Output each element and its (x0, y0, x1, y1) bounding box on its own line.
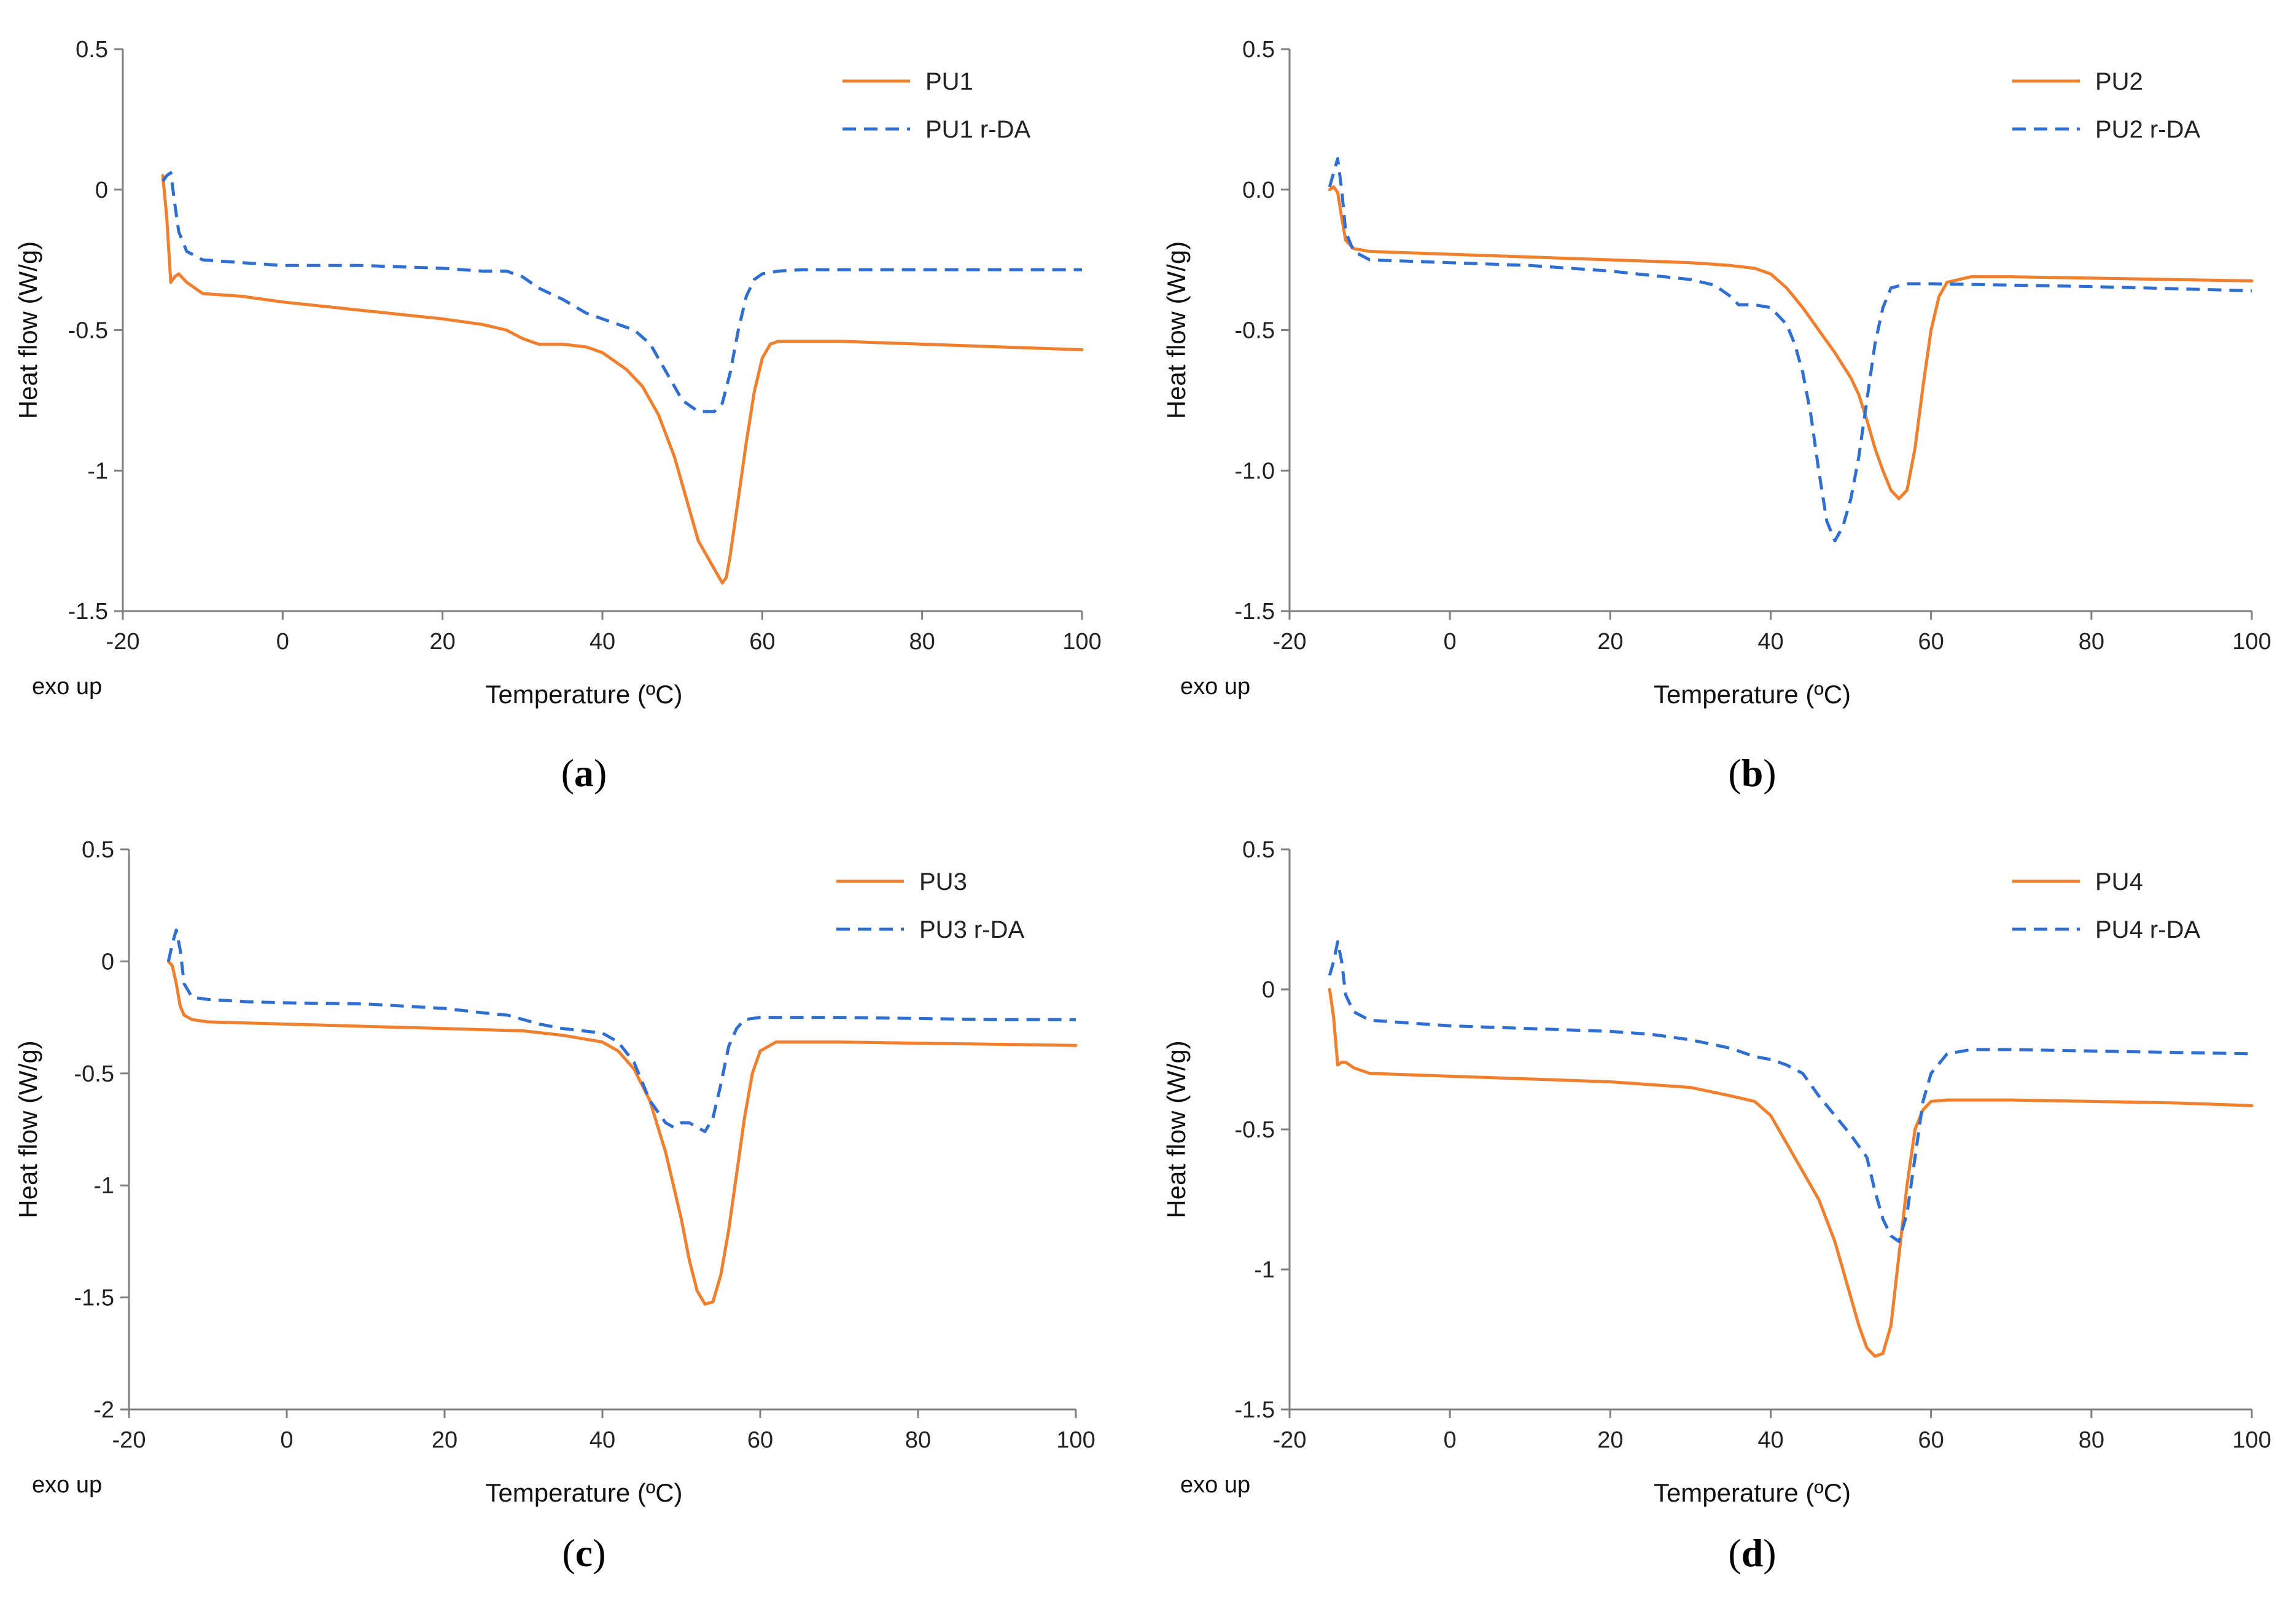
y-tick-label: -1.5 (68, 599, 108, 625)
x-tick-label: 100 (2232, 629, 2271, 655)
exo-up-label: exo up (32, 674, 102, 700)
y-axis-title: Heat flow (W/g) (14, 241, 42, 419)
series-line-pu3 (166, 959, 1078, 1306)
series-line-pu1 (161, 174, 1084, 585)
x-tick-label: 100 (2232, 1427, 2271, 1453)
caption-close: ) (593, 1531, 605, 1575)
caption-open: ( (562, 1531, 575, 1575)
x-tick-label: 60 (1918, 629, 1944, 655)
legend-label: PU3 (919, 868, 967, 895)
x-tick-label: 20 (1597, 629, 1623, 655)
y-tick-label: 0.0 (1242, 177, 1275, 203)
panel-caption: (b) (1728, 751, 1776, 795)
x-tick-label: -20 (1273, 629, 1307, 655)
y-tick-label: 0.5 (76, 37, 108, 63)
x-axis-title: Temperature (ºC) (485, 680, 682, 709)
y-tick-label: -0.5 (68, 318, 108, 344)
y-tick-label: -2 (93, 1397, 114, 1423)
caption-open: ( (1728, 751, 1741, 795)
series-line-pu4 (1328, 988, 2254, 1358)
x-tick-label: -20 (112, 1427, 146, 1453)
exo-up-label: exo up (32, 1472, 102, 1498)
legend-label: PU3 r-DA (919, 916, 1024, 943)
x-tick-label: 40 (590, 1427, 615, 1453)
caption-letter: a (574, 751, 594, 795)
x-tick-label: 20 (432, 1427, 457, 1453)
caption-close: ) (594, 751, 607, 795)
series-line-pu2-r-da (1328, 157, 2252, 543)
caption-close: ) (1763, 1531, 1776, 1575)
caption-open: ( (1728, 1531, 1741, 1575)
panel-caption: (a) (561, 751, 607, 795)
x-tick-label: 60 (1918, 1427, 1944, 1453)
y-tick-label: -1.5 (74, 1285, 114, 1311)
x-tick-label: 20 (430, 629, 456, 655)
x-tick-label: 40 (1757, 629, 1783, 655)
x-axis-title: Temperature (ºC) (1654, 1478, 1851, 1507)
y-tick-label: -0.5 (1235, 318, 1275, 344)
y-tick-label: -1 (1254, 1257, 1275, 1283)
y-tick-label: 0.5 (1242, 37, 1275, 63)
x-tick-label: 0 (1444, 629, 1457, 655)
x-tick-label: 20 (1597, 1427, 1623, 1453)
x-tick-label: 80 (2079, 629, 2104, 655)
x-tick-label: 40 (590, 629, 615, 655)
caption-letter: c (575, 1531, 593, 1575)
series-line-pu1-r-da (161, 171, 1082, 413)
exo-up-label: exo up (1180, 674, 1250, 700)
x-tick-label: 60 (749, 629, 775, 655)
series-line-pu3-r-da (166, 928, 1076, 1134)
caption-letter: d (1741, 1531, 1764, 1575)
y-tick-label: -1.5 (1235, 1397, 1275, 1423)
y-tick-label: 0 (101, 949, 114, 975)
y-tick-label: 0.5 (1242, 837, 1275, 863)
caption-close: ) (1763, 751, 1776, 795)
legend-label: PU2 (2095, 68, 2143, 95)
y-tick-label: 0 (1262, 977, 1275, 1003)
x-axis-title: Temperature (ºC) (1654, 680, 1851, 709)
caption-letter: b (1741, 751, 1764, 795)
x-tick-label: 0 (1444, 1427, 1457, 1453)
x-tick-label: 80 (905, 1427, 931, 1453)
series-line-pu2 (1328, 185, 2254, 501)
legend-label: PU4 r-DA (2095, 916, 2200, 943)
y-tick-label: -1.5 (1235, 599, 1275, 625)
legend-label: PU1 r-DA (925, 116, 1030, 143)
y-tick-label: 0.5 (82, 837, 114, 863)
y-tick-label: -1.0 (1235, 458, 1275, 484)
x-tick-label: 0 (276, 629, 289, 655)
panel-caption: (c) (562, 1531, 605, 1575)
y-tick-label: -1 (87, 458, 108, 484)
series-line-pu4-r-da (1328, 940, 2252, 1243)
chart-panel-c: 0.5 0 -0.5 -1 -1.5 -2 -20 0 20 40 60 80 100 Temperatu… (14, 837, 1095, 1575)
x-tick-label: -20 (106, 629, 140, 655)
chart-panel-a: 0.5 0 -0.5 -1 -1.5 -20 0 20 40 60 80 100 Temperature… (14, 37, 1102, 795)
legend-label: PU1 (925, 68, 973, 95)
x-tick-label: 40 (1757, 1427, 1783, 1453)
x-tick-label: 0 (280, 1427, 293, 1453)
y-axis-title: Heat flow (W/g) (14, 1040, 42, 1218)
y-axis-title: Heat flow (W/g) (1162, 1040, 1191, 1218)
x-tick-label: -20 (1273, 1427, 1307, 1453)
caption-open: ( (561, 751, 574, 795)
exo-up-label: exo up (1180, 1472, 1250, 1498)
chart-panel-d: 0.5 0 -0.5 -1 -1.5 -20 0 20 40 60 80 100 Temperature… (1162, 837, 2271, 1575)
y-axis-title: Heat flow (W/g) (1162, 241, 1191, 419)
x-tick-label: 100 (1056, 1427, 1095, 1453)
x-tick-label: 60 (747, 1427, 773, 1453)
panel-caption: (d) (1728, 1531, 1776, 1575)
chart-panel-b: 0.5 0.0 -0.5 -1.0 -1.5 -20 0 20 40 60 80 100 Tempera… (1162, 37, 2271, 795)
x-tick-label: 80 (909, 629, 935, 655)
y-tick-label: 0 (95, 177, 108, 203)
y-tick-label: -0.5 (1235, 1117, 1275, 1143)
x-tick-label: 80 (2079, 1427, 2104, 1453)
x-axis-title: Temperature (ºC) (485, 1478, 682, 1507)
legend-label: PU2 r-DA (2095, 116, 2200, 143)
y-tick-label: -1 (93, 1173, 114, 1199)
y-tick-label: -0.5 (74, 1061, 114, 1087)
x-tick-label: 100 (1062, 629, 1101, 655)
legend-label: PU4 (2095, 868, 2143, 895)
